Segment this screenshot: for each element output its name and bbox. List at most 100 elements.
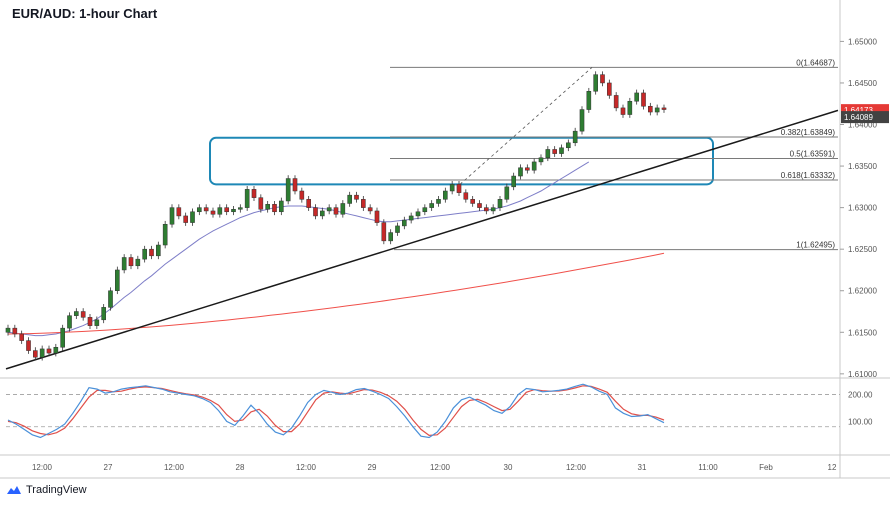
candle-body (436, 199, 441, 204)
candle-body (449, 184, 455, 192)
candle-body (203, 207, 209, 212)
y-tick-label: 1.64000 (848, 121, 877, 130)
candle-body (422, 207, 428, 213)
candle-body (197, 207, 202, 213)
y-tick-label: 1.63000 (848, 204, 877, 213)
candle-body (265, 204, 270, 210)
candle-body (169, 207, 175, 225)
ma-slow-line (7, 252, 665, 335)
y-tick-label: 1.65000 (848, 37, 877, 46)
candle-body (634, 92, 639, 102)
candle-body (5, 327, 11, 333)
y-tick-label: 1.63500 (848, 162, 877, 171)
candle-body (586, 91, 592, 110)
candle-body (374, 210, 380, 223)
candle-body (299, 190, 305, 200)
candle-body (162, 223, 168, 246)
price-label-box (841, 111, 889, 124)
candle-body (661, 107, 667, 110)
candle-body (135, 258, 141, 267)
candle-body (572, 130, 578, 144)
candle-body (497, 199, 503, 208)
candle-body (648, 105, 653, 113)
candle-body (33, 350, 38, 358)
candle-body (115, 269, 120, 291)
candle-body (231, 209, 236, 213)
candle-body (361, 199, 366, 208)
candle-body (67, 315, 72, 329)
x-tick-label: 31 (638, 463, 647, 472)
candle-body (326, 207, 332, 212)
candle-body (484, 207, 489, 212)
candle-body (244, 189, 250, 208)
x-tick-label: 29 (368, 463, 377, 472)
candle-body (415, 211, 421, 217)
candle-body (53, 346, 59, 354)
candle-body (620, 107, 626, 115)
candle-body (566, 142, 571, 149)
candle-body (477, 203, 482, 208)
candle-body (176, 207, 182, 217)
candle-body (333, 207, 339, 215)
fib-level-label: 0.382(1.63849) (781, 128, 836, 137)
candle-body (19, 333, 24, 341)
candle-body (402, 219, 407, 227)
candle-body (367, 207, 373, 212)
candle-body (238, 207, 243, 210)
candle-body (443, 190, 448, 200)
y-tick-label: 1.62000 (848, 287, 877, 296)
fib-dashed-diagonal (459, 67, 593, 185)
candle-body (74, 311, 79, 316)
tradingview-icon (7, 486, 21, 494)
candle-body (395, 225, 400, 233)
candle-body (654, 107, 660, 113)
candle-body (306, 199, 311, 208)
candle-body (579, 109, 585, 132)
candle-body (87, 317, 93, 326)
candle-body (156, 244, 161, 257)
candle-body (108, 290, 113, 308)
x-tick-label: 12 (828, 463, 837, 472)
x-tick-label: 30 (504, 463, 513, 472)
stoch-tick-label: 100.00 (848, 417, 873, 426)
fib-level-label: 1(1.62495) (796, 241, 835, 250)
candle-body (60, 327, 65, 348)
candle-body (80, 311, 86, 318)
candle-body (26, 340, 31, 351)
trend-line (5, 109, 839, 370)
x-tick-label: 28 (236, 463, 245, 472)
fib-level-label: 0.5(1.63591) (790, 150, 836, 159)
x-tick-label: 11:00 (698, 463, 718, 472)
candle-body (210, 210, 216, 215)
candle-body (607, 82, 612, 96)
candle-body (429, 203, 434, 208)
x-tick-label: 12:00 (32, 463, 53, 472)
x-tick-label: 12:00 (566, 463, 587, 472)
candle-body (46, 348, 52, 354)
candle-body (559, 147, 564, 154)
candle-body (251, 189, 257, 198)
candle-body (12, 327, 18, 335)
candle-body (593, 74, 598, 92)
candle-body (504, 186, 510, 200)
candle-body (183, 215, 188, 223)
chart-title: EUR/AUD: 1-hour Chart (12, 6, 158, 21)
candle-body (627, 100, 633, 115)
candle-body (408, 215, 414, 221)
candle-body (463, 192, 469, 200)
candle-body (128, 257, 134, 267)
candle-body (39, 348, 45, 358)
candle-body (224, 207, 229, 213)
candle-body (538, 157, 544, 163)
x-tick-label: 12:00 (164, 463, 185, 472)
candle-body (388, 232, 393, 242)
candle-body (101, 307, 106, 321)
candle-body (347, 194, 352, 204)
candle-body (381, 222, 387, 242)
price-label-text: 1.64089 (844, 113, 873, 122)
candle-body (600, 74, 605, 84)
price-label-text: 1.64173 (844, 106, 873, 115)
tradingview-logo[interactable]: TradingView (6, 484, 87, 496)
candle-body (456, 184, 462, 193)
